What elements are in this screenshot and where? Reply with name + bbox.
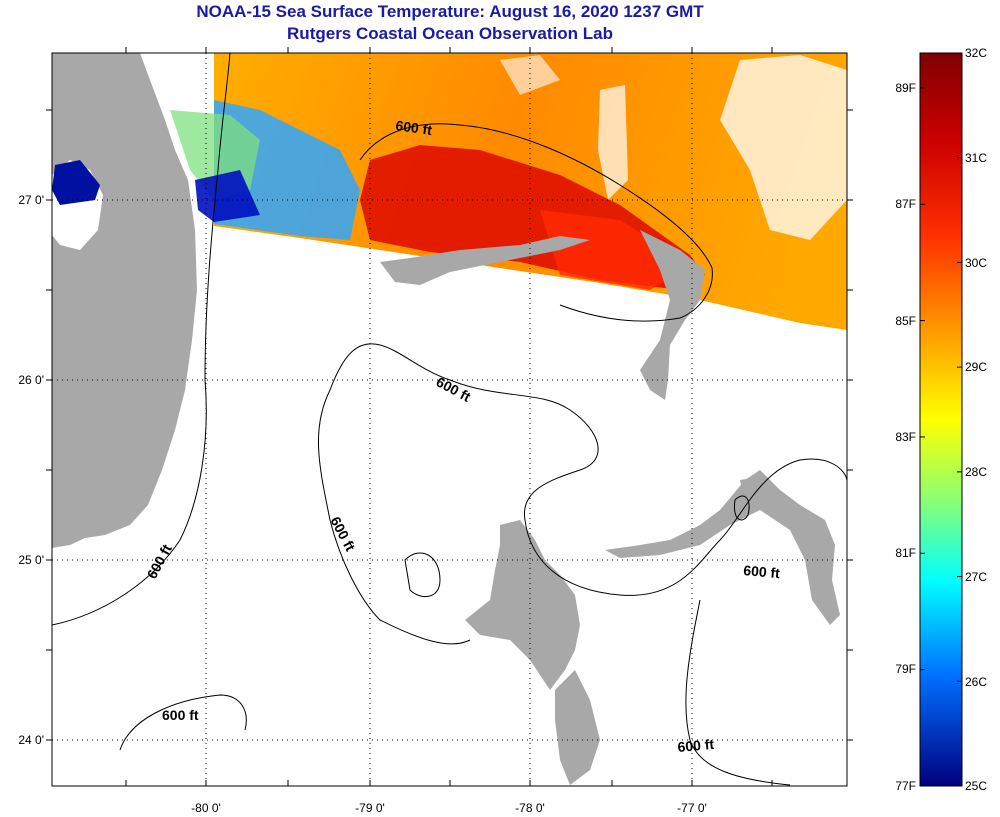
colorbar-fahrenheit-label: 81F (895, 546, 916, 560)
graticule (52, 53, 847, 786)
map-subtitle: Rutgers Coastal Ocean Observation Lab (287, 24, 613, 43)
sst-blue-patch (195, 170, 260, 222)
lat-label: 24 0' (18, 733, 44, 747)
colorbar-celsius-label: 25C (965, 779, 987, 793)
contour-label: 600 ft (743, 562, 781, 581)
colorbar-ticks (920, 52, 962, 787)
depth-contours (52, 53, 847, 786)
lon-label: -77 0' (677, 801, 707, 815)
colorbar-celsius-label: 27C (965, 570, 987, 584)
colorbar-celsius-label: 28C (965, 465, 987, 479)
lake-sst (52, 160, 100, 205)
contour-label: 600 ft (162, 707, 199, 723)
axis-ticks (46, 47, 853, 786)
lat-label: 25 0' (18, 553, 44, 567)
lon-label: -78 0' (515, 801, 545, 815)
cloud-patch (598, 85, 628, 200)
cloud-patch (500, 55, 560, 95)
colorbar-fahrenheit-label: 79F (895, 662, 916, 676)
abaco-island (640, 230, 705, 400)
colorbar-fahrenheit-label: 87F (895, 197, 916, 211)
cloud-patch (720, 55, 847, 240)
colorbar-celsius-label: 29C (965, 360, 987, 374)
grand-bahama (380, 236, 590, 285)
colorbar-celsius-label: 32C (965, 46, 987, 60)
contour-label: 600 ft (395, 117, 434, 138)
colorbar-fahrenheit-label: 89F (895, 81, 916, 95)
colorbar-celsius-label: 26C (965, 675, 987, 689)
colorbar (919, 52, 963, 787)
sst-red-patch (540, 210, 690, 290)
colorbar-celsius-label: 30C (965, 256, 987, 270)
lon-label: -80 0' (191, 801, 221, 815)
andros-south (555, 670, 600, 785)
lat-label: 26 0' (18, 373, 44, 387)
map-title: NOAA-15 Sea Surface Temperature: August … (196, 2, 704, 21)
lat-label: 27 0' (18, 193, 44, 207)
colorbar-fahrenheit-label: 85F (895, 314, 916, 328)
eleuthera-island (605, 470, 840, 625)
colorbar-celsius-label: 31C (965, 151, 987, 165)
lon-label: -79 0' (355, 801, 385, 815)
colorbar-fahrenheit-label: 77F (895, 779, 916, 793)
colorbar-fahrenheit-label: 83F (895, 430, 916, 444)
andros-island (465, 520, 580, 690)
contour-label: 600 ft (677, 736, 715, 755)
